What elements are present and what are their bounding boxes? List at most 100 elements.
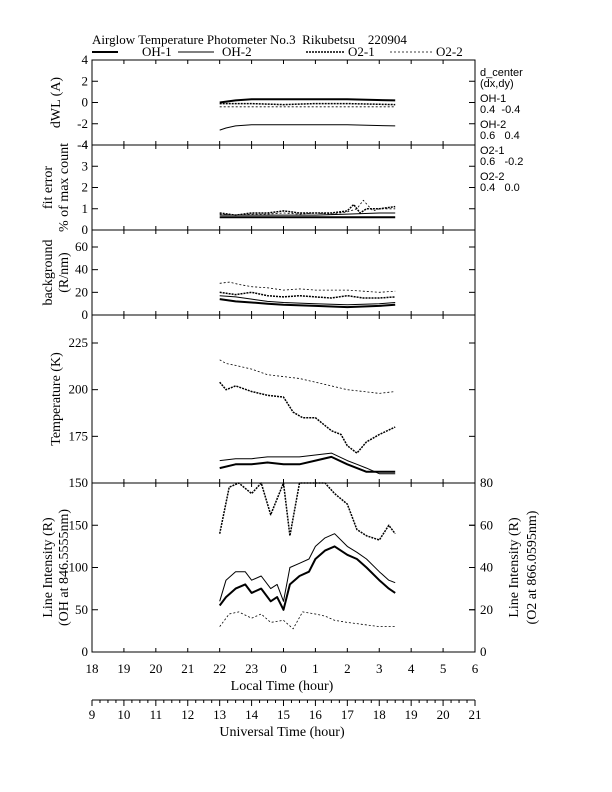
ut-tick-label: 13 (213, 707, 226, 722)
y-tick-label: 3 (82, 158, 89, 173)
y-tick-label: 2 (82, 73, 89, 88)
y-right-tick-label: 80 (480, 475, 493, 490)
side-note: OH-2 (480, 119, 506, 131)
side-note: 0.4 -0.4 (480, 104, 520, 116)
y-right-axis-subtitle: (O2 at 866.0595nm) (525, 510, 540, 624)
ut-tick-label: 17 (341, 707, 355, 722)
y-right-tick-label: 40 (480, 560, 493, 575)
y-tick-label: 4 (82, 137, 89, 152)
ut-tick-label: 14 (245, 707, 259, 722)
y-right-axis-title: Line Intensity (R) (507, 517, 522, 618)
local-time-tick-label: 22 (213, 661, 226, 676)
side-note: O2-1 (480, 145, 504, 157)
side-note: 0.6 -0.2 (480, 156, 523, 168)
y-tick-label: 60 (75, 239, 88, 254)
y-tick-label: 20 (75, 284, 88, 299)
side-note: O2-2 (480, 171, 504, 183)
y-right-tick-label: 60 (480, 517, 493, 532)
local-time-axis-title: Local Time (hour) (231, 679, 334, 694)
ut-tick-label: 20 (437, 707, 450, 722)
local-time-tick-label: 18 (86, 661, 99, 676)
y-tick-label: 100 (69, 560, 89, 575)
ut-tick-label: 16 (309, 707, 323, 722)
series-line-oh-1 (218, 545, 396, 611)
legend: OH-1 OH-2 O2-1 O2-2 (92, 44, 463, 59)
series-line-o2-2 (219, 199, 396, 216)
ut-tick-label: 11 (150, 707, 163, 722)
y-tick-label: 0 (82, 222, 89, 237)
side-note: OH-1 (480, 93, 506, 105)
y-tick-label: 0 (82, 307, 89, 322)
y-axis-subtitle: % of max count (57, 143, 72, 232)
y-axis-title: Line Intensity (R) (41, 517, 56, 618)
local-time-tick-label: 1 (312, 661, 319, 676)
series-line-oh-2 (219, 124, 396, 131)
universal-time-axis-title: Universal Time (hour) (219, 725, 345, 740)
local-time-tick-label: 23 (245, 661, 258, 676)
panel-2: 0 20 40 60 background (R/nm) (41, 229, 476, 322)
ut-tick-label: 19 (405, 707, 418, 722)
y-tick-label: 200 (69, 382, 89, 397)
panel-frame (91, 482, 476, 653)
series-line-o2-2 (219, 281, 396, 293)
series-line-oh-1 (219, 98, 396, 104)
y-tick-label: 150 (69, 475, 89, 490)
side-note: 0.6 0.4 (480, 130, 520, 142)
legend-label-oh2: OH-2 (222, 44, 252, 59)
series-line-o2-1 (218, 482, 396, 541)
side-notes: d_center (dx,dy) OH-1 0.4 -0.4 OH-2 0.6 … (480, 67, 523, 194)
series-line-oh-2 (219, 452, 396, 475)
local-time-tick-label: 0 (280, 661, 287, 676)
y-tick-label: 4 (82, 52, 89, 67)
y-axis-title: dWL (A) (49, 77, 64, 129)
series-line-o2-1 (219, 291, 396, 299)
y-tick-label: -4 (77, 137, 88, 152)
y-tick-label: 2 (82, 180, 89, 195)
ut-tick-label: 9 (89, 707, 96, 722)
y-tick-label: 0 (82, 95, 89, 110)
side-note: 0.4 0.0 (480, 182, 520, 194)
side-note: d_center (480, 67, 523, 79)
series-line-oh-2 (219, 533, 396, 602)
y-tick-label: 50 (75, 602, 88, 617)
local-time-tick-label: 6 (472, 661, 479, 676)
series-line-o2-2 (219, 359, 396, 394)
y-tick-label: 40 (75, 262, 88, 277)
plot-area: -4 -2 0 2 4 dWL (A) 0 1 2 3 4 fit error% of max cou… (41, 52, 540, 659)
series-line-o2-1 (219, 102, 396, 106)
local-time-tick-label: 5 (440, 661, 447, 676)
time-axes: 18 19 20 21 22 23 0 1 2 3 4 5 69 10 11 12 13 14 15 16 17 18 19… (86, 661, 482, 722)
panel-frame (91, 314, 476, 484)
y-tick-label: 225 (69, 335, 89, 350)
y-axis-title: fit error (41, 166, 56, 209)
y-right-tick-label: 20 (480, 602, 493, 617)
ut-tick-label: 12 (181, 707, 194, 722)
legend-label-oh1: OH-1 (142, 44, 172, 59)
local-time-tick-label: 4 (408, 661, 415, 676)
y-tick-label: 0 (82, 644, 89, 659)
series-line-oh-1 (219, 298, 396, 309)
y-tick-label: 150 (69, 517, 89, 532)
chart-title: Airglow Temperature Photometer No.3 Riku… (92, 32, 407, 47)
series-line-oh-2 (219, 295, 396, 306)
local-time-tick-label: 21 (181, 661, 194, 676)
series-line-o2-2 (219, 611, 396, 630)
y-axis-title: background (41, 239, 56, 305)
panel-0: -4 -2 0 2 4 dWL (A) (49, 52, 476, 152)
ut-tick-label: 21 (469, 707, 482, 722)
series-line-o2-1 (219, 381, 396, 454)
y-axis-subtitle: (OH at 846.5555nm) (57, 509, 72, 626)
panel-frame (91, 59, 476, 146)
y-axis-subtitle: (R/nm) (57, 252, 72, 293)
legend-label-o22: O2-2 (436, 44, 463, 59)
local-time-tick-label: 19 (117, 661, 130, 676)
local-time-tick-label: 3 (376, 661, 383, 676)
panel-3: 150 175 200 225 Temperature (K) (49, 314, 476, 490)
y-tick-label: 175 (69, 428, 89, 443)
series-line-oh-2 (219, 212, 396, 216)
series-line-oh-1 (219, 455, 396, 473)
y-tick-label: 1 (82, 201, 89, 216)
ut-tick-label: 18 (373, 707, 386, 722)
